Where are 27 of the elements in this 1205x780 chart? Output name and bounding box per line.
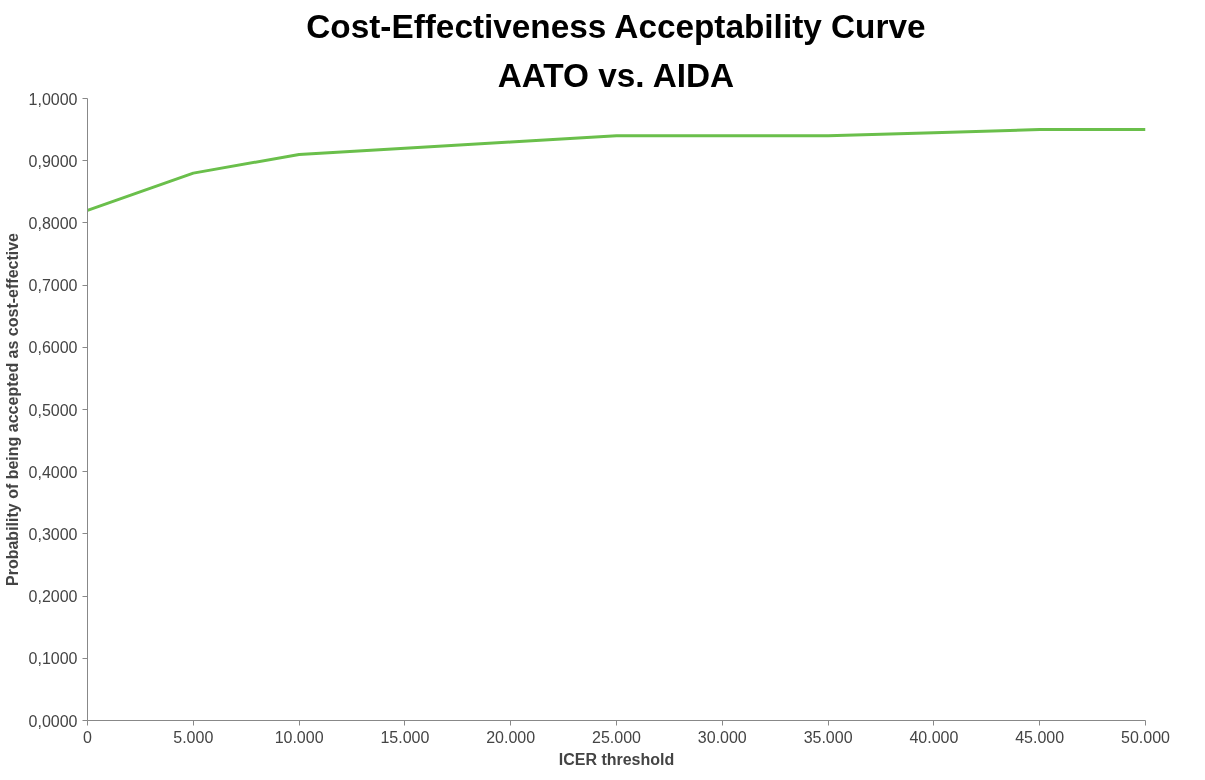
y-tick-label: 0,0000 [28,712,78,730]
x-tick-label: 5.000 [173,728,214,746]
x-tick-label: 25.000 [592,728,642,746]
y-axis-title: Probability of being accepted as cost-effective [3,232,21,586]
y-tick-label: 0,1000 [28,650,78,668]
y-tick-label: 0,5000 [28,401,78,419]
y-tick-label: 0,3000 [28,525,78,543]
x-tick-label: 30.000 [697,728,747,746]
chart-subtitle: AATO vs. AIDA [497,56,735,94]
x-tick-label: 20.000 [486,728,536,746]
y-tick-label: 0,7000 [28,277,78,295]
x-tick-label: 45.000 [1015,728,1065,746]
x-tick-label: 10.000 [274,728,324,746]
y-tick-label: 0,4000 [28,463,78,481]
x-axis-title: ICER threshold [558,750,675,768]
y-tick-label: 1,0000 [28,90,78,108]
chart-title: Cost-Effectiveness Acceptability Curve [306,7,926,45]
x-tick-label: 0 [83,728,93,746]
x-tick-label: 40.000 [909,728,959,746]
y-tick-label: 0,2000 [28,588,78,606]
y-tick-label: 0,6000 [28,339,78,357]
x-tick-label: 50.000 [1121,728,1171,746]
line-series [87,128,1146,212]
x-tick-label: 35.000 [803,728,853,746]
y-tick-label: 0,9000 [28,152,78,170]
y-tick-label: 0,8000 [28,214,78,232]
x-tick-label: 15.000 [380,728,430,746]
